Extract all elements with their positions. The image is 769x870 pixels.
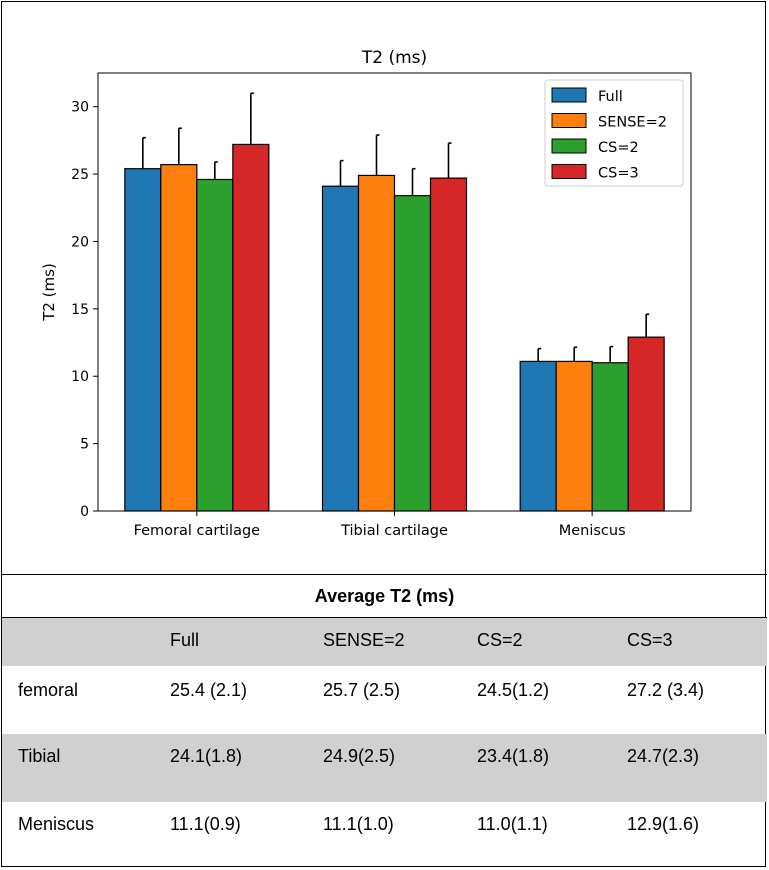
x-tick-label: Tibial cartilage [340,523,448,539]
legend-box [544,79,684,187]
bar-cs2-meniscus [591,362,629,512]
row-label-femoral: femoral [18,680,79,700]
bar-cs3-meniscus [627,336,665,512]
row-label-meniscus: Meniscus [18,814,95,834]
header-cs2: CS=2 [477,630,523,650]
header-full: Full [170,630,200,650]
chart-title: T2 (ms) [361,48,427,68]
y-tick-label: 25 [71,167,89,183]
table-cell: 11.0(1.1) [477,814,548,834]
bar-cs2-tibial-cartilage [393,195,432,512]
bar-full-tibial-cartilage [321,185,360,512]
results-table: Average T2 (ms) Full SENSE=2 CS=2 CS=3 f… [2,575,767,868]
row-label-tibial: Tibial [18,746,61,766]
table-title: Average T2 (ms) [2,575,767,618]
chart-panel: T2 (ms) T2 (ms) 0 5 10 15 20 25 30 Femoral cartil… [2,2,767,575]
table-row: femoral 25.4 (2.1) 25.7 (2.5) 24.5(1.2) … [2,666,767,734]
table-row: Tibial 24.1(1.8) 24.9(2.5) 23.4(1.8) 24.… [2,734,767,802]
x-tick-label: Meniscus [559,523,626,539]
y-tick-label: 5 [80,437,89,453]
table-cell: 25.7 (2.5) [323,680,401,700]
y-tick-label: 15 [71,302,89,318]
bar-chart: T2 (ms) T2 (ms) 0 5 10 15 20 25 30 Femoral cartil… [40,48,692,539]
header-cs3: CS=3 [627,630,673,650]
y-tick-label: 30 [71,100,89,116]
table-cell: 25.4 (2.1) [170,680,248,700]
table-cell: 24.9(2.5) [323,746,396,766]
table-row: Meniscus 11.1(0.9) 11.1(1.0) 11.0(1.1) 1… [2,802,767,868]
y-tick-label: 10 [71,369,89,385]
bar-full-meniscus [519,360,557,512]
table-cell: 23.4(1.8) [477,746,550,766]
table-header-row: Full SENSE=2 CS=2 CS=3 [2,618,767,666]
bar-cs3-femoral-cartilage [232,143,270,512]
table-cell: 12.9(1.6) [627,814,700,834]
bar-full-femoral-cartilage [124,168,162,512]
legend-swatch [551,138,587,154]
bar-sense2-femoral-cartilage [160,164,198,512]
table-cell: 27.2 (3.4) [627,680,705,700]
legend-swatch [551,87,587,103]
y-tick-label: 0 [80,504,89,520]
legend-label: CS=2 [598,140,639,156]
header-sense2: SENSE=2 [323,630,405,650]
bar-cs2-femoral-cartilage [196,178,234,512]
table-cell: 24.5(1.2) [477,680,550,700]
y-tick-label: 20 [71,234,89,250]
legend-label: CS=3 [598,166,639,182]
table-cell: 11.1(0.9) [170,814,241,834]
plot-area-frame [97,72,692,512]
legend-label: SENSE=2 [598,115,667,131]
table-cell: 24.1(1.8) [170,746,243,766]
legend-swatch [551,164,587,179]
table-cell: 24.7(2.3) [627,746,700,766]
table-cell: 11.1(1.0) [323,814,394,834]
bar-sense2-tibial-cartilage [357,174,396,512]
bar-sense2-meniscus [555,360,593,512]
legend-label: Full [598,89,623,105]
bar-cs3-tibial-cartilage [429,177,468,512]
y-axis-label: T2 (ms) [40,263,58,322]
legend-swatch [551,113,587,128]
x-tick-label: Femoral cartilage [134,523,261,539]
